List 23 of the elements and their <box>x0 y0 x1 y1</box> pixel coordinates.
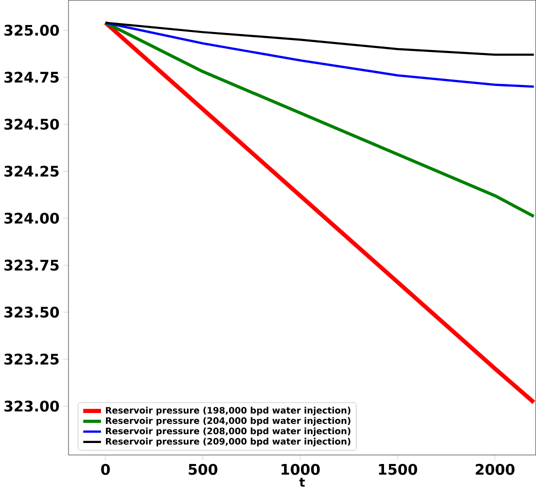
x-tick-label: 1500 <box>378 464 418 475</box>
y-tick-label: 323.00 <box>4 400 59 412</box>
x-tick-label: 0 <box>101 464 110 475</box>
y-tick-label: 325.00 <box>4 24 59 36</box>
x-tick-label: 1000 <box>282 464 320 475</box>
x-tick-label: 2000 <box>476 464 514 475</box>
y-tick-label: 324.25 <box>4 166 59 177</box>
y-tick-label: 323.25 <box>4 354 59 365</box>
y-tick-label: 324.00 <box>4 212 59 224</box>
x-tick-label: 500 <box>188 464 218 475</box>
line-series <box>104 21 536 218</box>
y-tick-label: 324.50 <box>4 118 59 130</box>
y-tick-label: 324.75 <box>4 72 59 83</box>
y-tick-label: 323.75 <box>4 260 59 271</box>
x-axis-title: t <box>299 478 305 487</box>
line-series <box>104 22 535 88</box>
line-series <box>103 20 536 404</box>
legend-label: Reservoir pressure (204,000 bpd water injection) <box>106 417 350 426</box>
legend-label: Reservoir pressure (209,000 bpd water injection) <box>106 438 350 446</box>
line-series <box>104 22 535 56</box>
y-tick-label: 323.50 <box>4 306 59 318</box>
legend-label: Reservoir pressure (198,000 bpd water injection) <box>106 406 350 416</box>
legend-label: Reservoir pressure (208,000 bpd water injection) <box>106 427 350 436</box>
